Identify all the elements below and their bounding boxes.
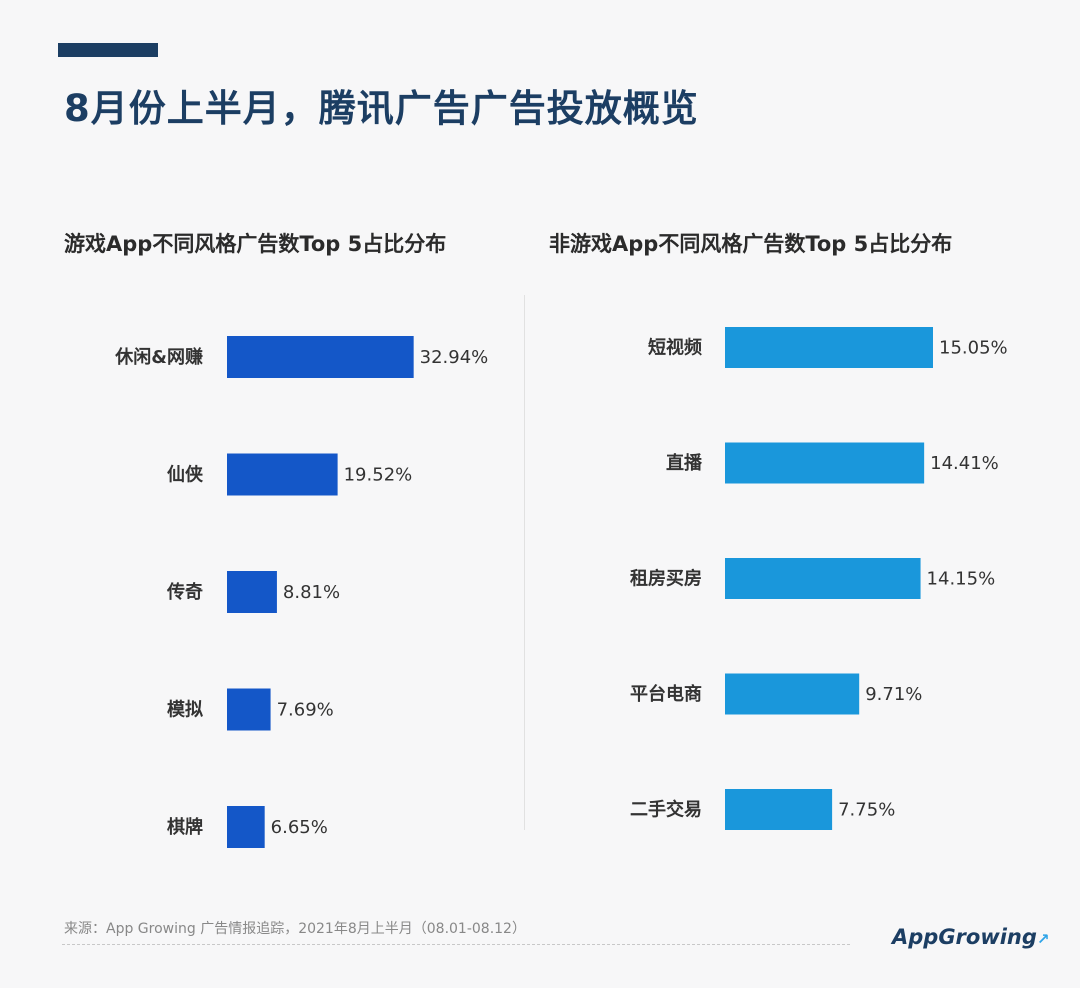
nongame-value-label: 7.75% <box>838 800 895 821</box>
game-category-label: 休闲&网赚 <box>114 346 203 368</box>
game-value-label: 8.81% <box>283 582 340 603</box>
logo-arrow-icon: ↗ <box>1036 930 1050 948</box>
game-bar <box>227 571 277 613</box>
game-value-label: 7.69% <box>277 700 334 721</box>
game-value-label: 19.52% <box>344 465 413 486</box>
game-bar <box>227 453 338 496</box>
nongame-category-label: 短视频 <box>648 337 702 359</box>
appgrowing-logo: AppGrowing↗ <box>892 925 1050 949</box>
nongame-bar <box>725 673 860 715</box>
game-category-label: 仙侠 <box>167 464 204 486</box>
nongame-bar <box>725 558 921 599</box>
nongame-category-label: 二手交易 <box>630 799 702 821</box>
title-accent-bar <box>58 43 158 57</box>
nongame-value-label: 14.15% <box>927 569 996 590</box>
page-title: 8月份上半月，腾讯广告广告投放概览 <box>64 87 699 130</box>
nongame-category-label: 租房买房 <box>630 568 702 590</box>
game-value-label: 6.65% <box>271 817 328 838</box>
nongame-category-label: 平台电商 <box>630 683 702 705</box>
right-chart-title: 非游戏App不同风格广告数Top 5占比分布 <box>549 232 953 256</box>
footer-dashed-line <box>62 944 850 945</box>
game-bar <box>227 336 414 378</box>
game-value-label: 32.94% <box>420 347 489 368</box>
nongame-value-label: 14.41% <box>930 453 999 474</box>
nongame-category-label: 直播 <box>666 452 703 474</box>
nongame-value-label: 9.71% <box>865 684 922 705</box>
chart-divider <box>524 295 525 830</box>
nongame-value-label: 15.05% <box>939 338 1008 359</box>
nongame-bar <box>725 327 933 368</box>
game-bar <box>227 688 271 731</box>
nongame-bar <box>725 789 833 830</box>
left-chart-title: 游戏App不同风格广告数Top 5占比分布 <box>64 232 447 256</box>
source-note: 来源：App Growing 广告情报追踪，2021年8月上半月（08.01-0… <box>64 921 526 937</box>
game-bar <box>227 806 265 848</box>
nongame-style-bar-chart-svg: 短视频 15.05% 直播 14.41% 租房买房 14.15% 平台电商 9.71% 二手交易… <box>630 327 1008 830</box>
nongame-bar <box>725 442 925 484</box>
game-category-label: 棋牌 <box>167 816 203 838</box>
game-category-label: 模拟 <box>167 699 203 721</box>
game-category-label: 传奇 <box>166 581 203 603</box>
game-style-bar-chart: 休闲&网赚 32.94% 仙侠 19.52% 传奇 8.81% 模拟 7.69% 棋牌 6.65% <box>60 320 520 860</box>
nongame-style-bar-chart: 短视频 15.05% 直播 14.41% 租房买房 14.15% 平台电商 9.71% 二手交易… <box>540 310 1070 850</box>
game-style-bar-chart-svg: 休闲&网赚 32.94% 仙侠 19.52% 传奇 8.81% 模拟 7.69% 棋牌 6.65% <box>114 336 489 848</box>
logo-text: AppGrowing <box>892 925 1037 949</box>
